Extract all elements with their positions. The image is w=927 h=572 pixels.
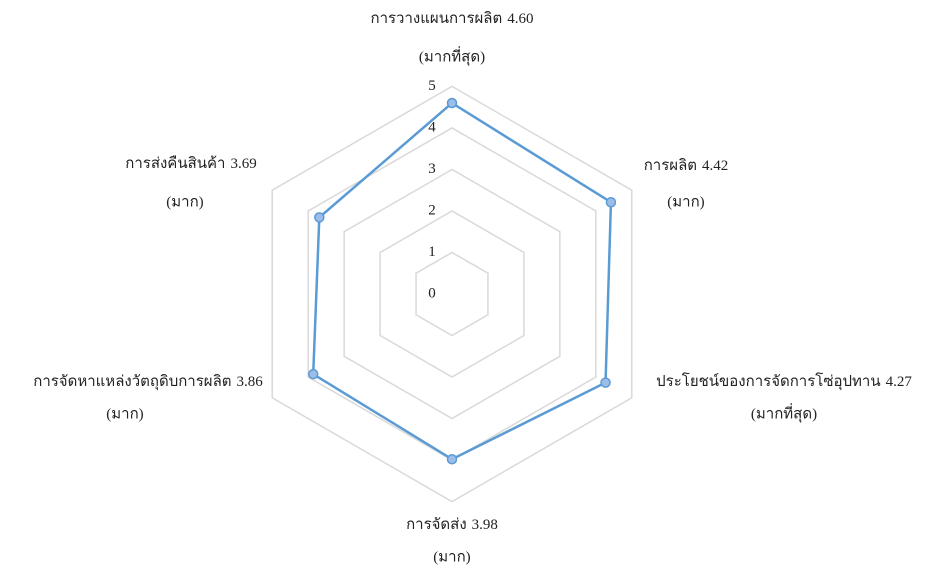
point	[446, 453, 458, 465]
grid-ring	[343, 168, 561, 420]
category-name: การส่งคืนสินค้า	[125, 155, 225, 172]
point	[314, 212, 325, 223]
category-label: ประโยชน์ของการจัดการโซ่อุปทาน 4.27	[656, 372, 912, 391]
r-tick-label: 1	[428, 244, 436, 260]
level-label: (มาก)	[667, 194, 704, 210]
grid-ring	[415, 251, 489, 337]
value-label: 4.27	[886, 374, 913, 390]
point	[600, 377, 611, 388]
point	[605, 196, 617, 208]
category-label: การวางแผนการผลิต 4.60	[371, 10, 534, 27]
level-label: (มาก)	[166, 194, 203, 210]
r-tick-label: 3	[428, 161, 436, 177]
value-label: 4.42	[702, 158, 728, 174]
r-tick-label: 2	[428, 202, 436, 218]
level-label: (มาก)	[433, 549, 470, 565]
r-tick-label: 5	[428, 78, 436, 94]
value-label: 4.60	[507, 11, 533, 27]
value-label: 3.86	[237, 374, 264, 390]
level-label: (มากที่สุด)	[751, 402, 817, 423]
value-label: 3.98	[472, 517, 498, 533]
level-label: (มาก)	[106, 406, 143, 422]
category-label: การผลิต 4.42	[644, 157, 729, 174]
grid-ring	[271, 85, 633, 503]
category-name: ประโยชน์ของการจัดการโซ่อุปทาน	[656, 372, 881, 391]
r-tick-label: 4	[428, 119, 436, 135]
category-name: การจัดหาแหล่งวัตถุดิบการผลิต	[33, 373, 231, 391]
point	[446, 97, 458, 109]
category-name: การจัดส่ง	[406, 517, 467, 533]
point	[307, 368, 319, 380]
r-tick-label: 0	[428, 285, 436, 301]
grid-ring	[379, 210, 525, 378]
category-name: การวางแผนการผลิต	[371, 10, 503, 27]
category-label: การจัดส่ง 3.98	[406, 517, 498, 533]
level-label: (มากที่สุด)	[419, 45, 485, 66]
value-label: 3.69	[230, 156, 256, 172]
category-name: การผลิต	[644, 157, 697, 174]
category-label: การจัดหาแหล่งวัตถุดิบการผลิต 3.86	[33, 373, 263, 391]
category-label: การส่งคืนสินค้า 3.69	[125, 155, 256, 172]
